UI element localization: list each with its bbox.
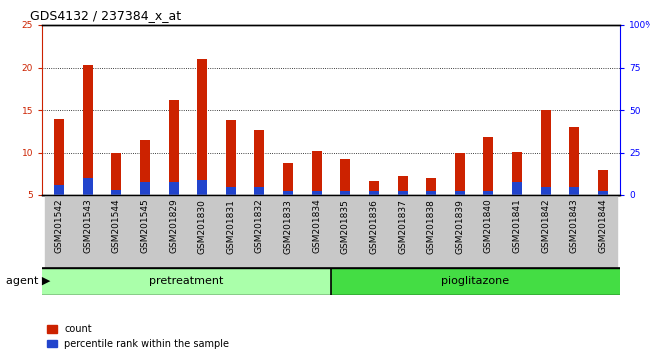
Bar: [254, 130, 265, 195]
Text: GSM201833: GSM201833: [283, 199, 292, 253]
Bar: [369, 181, 379, 195]
Bar: [341, 191, 350, 195]
Bar: [426, 191, 436, 195]
Bar: [312, 191, 322, 195]
Text: GSM201545: GSM201545: [140, 199, 150, 253]
Bar: [331, 268, 620, 295]
Bar: [359, 195, 388, 268]
Bar: [302, 195, 331, 268]
Bar: [283, 163, 293, 195]
Text: GSM201844: GSM201844: [599, 199, 607, 253]
Bar: [226, 187, 236, 195]
Text: GSM201542: GSM201542: [55, 199, 64, 253]
Bar: [245, 195, 274, 268]
Bar: [531, 195, 560, 268]
Bar: [168, 182, 179, 195]
Bar: [54, 185, 64, 195]
Bar: [388, 195, 417, 268]
Bar: [54, 119, 64, 195]
Bar: [455, 153, 465, 195]
Text: GSM201831: GSM201831: [226, 199, 235, 253]
Bar: [140, 140, 150, 195]
Bar: [588, 195, 617, 268]
Text: pretreatment: pretreatment: [150, 276, 224, 286]
Bar: [512, 182, 522, 195]
Bar: [45, 195, 73, 268]
Bar: [42, 268, 331, 295]
Text: GSM201834: GSM201834: [312, 199, 321, 253]
Bar: [455, 191, 465, 195]
Bar: [197, 59, 207, 195]
Bar: [445, 195, 474, 268]
Bar: [111, 190, 122, 195]
Bar: [598, 191, 608, 195]
Text: GSM201543: GSM201543: [83, 199, 92, 253]
Text: GSM201842: GSM201842: [541, 199, 550, 253]
Bar: [331, 195, 359, 268]
Bar: [159, 195, 188, 268]
Bar: [541, 110, 551, 195]
Text: GSM201837: GSM201837: [398, 199, 407, 253]
Text: GSM201830: GSM201830: [198, 199, 207, 253]
Bar: [312, 151, 322, 195]
Text: GSM201840: GSM201840: [484, 199, 493, 253]
Bar: [484, 137, 493, 195]
Bar: [274, 195, 302, 268]
Bar: [512, 152, 522, 195]
Bar: [102, 195, 131, 268]
Text: pioglitazone: pioglitazone: [441, 276, 510, 286]
Text: GSM201839: GSM201839: [455, 199, 464, 253]
Text: GSM201836: GSM201836: [369, 199, 378, 253]
Bar: [426, 178, 436, 195]
Text: GSM201544: GSM201544: [112, 199, 121, 253]
Bar: [168, 100, 179, 195]
Bar: [569, 187, 579, 195]
Bar: [83, 65, 93, 195]
Bar: [484, 191, 493, 195]
Bar: [188, 195, 216, 268]
Bar: [197, 180, 207, 195]
Legend: count, percentile rank within the sample: count, percentile rank within the sample: [47, 324, 229, 349]
Bar: [111, 153, 122, 195]
Text: GSM201838: GSM201838: [426, 199, 436, 253]
Bar: [398, 176, 408, 195]
Text: GDS4132 / 237384_x_at: GDS4132 / 237384_x_at: [31, 10, 181, 22]
Bar: [131, 195, 159, 268]
Text: GSM201841: GSM201841: [512, 199, 521, 253]
Text: GSM201832: GSM201832: [255, 199, 264, 253]
Bar: [140, 182, 150, 195]
Bar: [502, 195, 531, 268]
Bar: [216, 195, 245, 268]
Bar: [598, 170, 608, 195]
Bar: [226, 120, 236, 195]
Bar: [283, 191, 293, 195]
Text: GSM201843: GSM201843: [569, 199, 578, 253]
Bar: [73, 195, 102, 268]
Bar: [541, 187, 551, 195]
Bar: [417, 195, 445, 268]
Bar: [369, 191, 379, 195]
Bar: [560, 195, 588, 268]
Text: GSM201835: GSM201835: [341, 199, 350, 253]
Bar: [83, 178, 93, 195]
Bar: [254, 187, 265, 195]
Bar: [474, 195, 502, 268]
Bar: [398, 191, 408, 195]
Text: agent ▶: agent ▶: [6, 276, 51, 286]
Bar: [341, 159, 350, 195]
Bar: [569, 127, 579, 195]
Text: GSM201829: GSM201829: [169, 199, 178, 253]
